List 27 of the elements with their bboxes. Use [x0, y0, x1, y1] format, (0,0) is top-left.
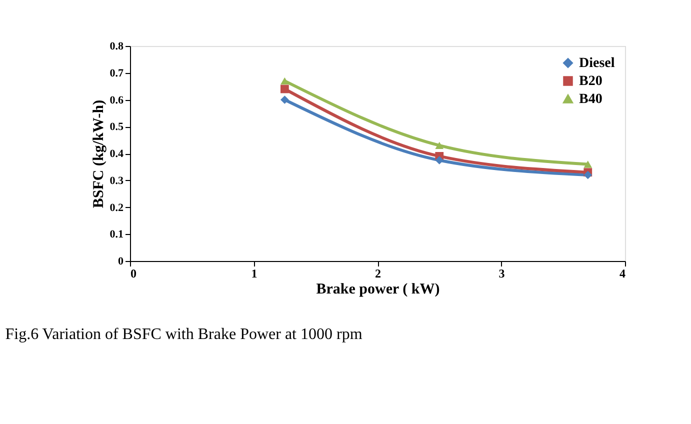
y-tick-label: 0.3 — [110, 174, 124, 187]
caption: Fig.6 Variation of BSFC with Brake Power at 1000 rpm — [5, 326, 363, 343]
point — [435, 156, 444, 164]
x-tick-label: 0 — [130, 266, 136, 280]
y-tick-label: 0.1 — [110, 228, 124, 241]
point — [280, 77, 289, 85]
y-tick-label: 0 — [118, 256, 124, 268]
y-tick-label: 0.7 — [110, 67, 124, 80]
point — [435, 142, 444, 150]
legend-label: B20 — [579, 74, 602, 89]
y-tick-label: 0.8 — [110, 40, 124, 52]
legend-label: Diesel — [579, 56, 615, 71]
y-tick-label: 0.2 — [110, 202, 124, 214]
x-tick-label: 4 — [620, 266, 626, 280]
point — [584, 170, 592, 180]
x-tick-label: 2 — [375, 266, 381, 280]
y-tick-label: 0.5 — [110, 121, 124, 134]
point — [280, 84, 289, 94]
x-axis-title: Brake power ( kW) — [316, 282, 440, 298]
y-axis-title: BSFC (kg/kW-h) — [90, 100, 107, 208]
point — [584, 160, 592, 168]
y-tick-label: 0.4 — [110, 148, 124, 160]
legend-label: B40 — [579, 92, 602, 107]
x-tick-label: 1 — [251, 266, 258, 280]
point — [280, 96, 289, 104]
y-tick-label: 0.6 — [110, 94, 124, 106]
x-tick-label: 3 — [498, 266, 505, 280]
